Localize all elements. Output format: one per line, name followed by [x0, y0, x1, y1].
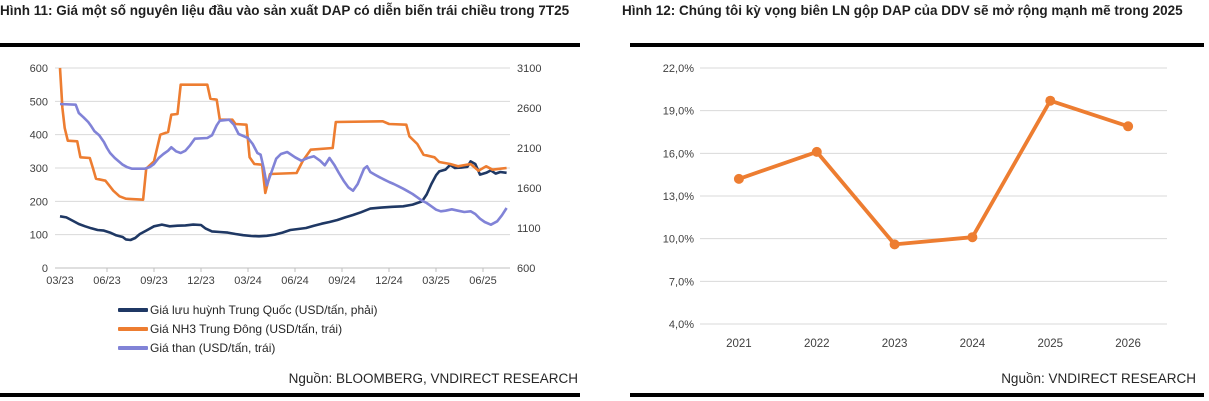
x-axis-tick-label: 03/23 [46, 275, 74, 287]
left-axis-tick-label: 200 [30, 196, 48, 208]
y-axis-tick-label: 22,0% [663, 63, 694, 75]
y-axis-tick-label: 19,0% [663, 106, 694, 118]
data-point-marker [889, 239, 900, 250]
left-axis-tick-label: 400 [30, 130, 48, 142]
y-axis-tick-label: 16,0% [663, 148, 694, 160]
figure-11-source: Nguồn: BLOOMBERG, VNDIRECT RESEARCH [288, 371, 578, 386]
data-point-marker [811, 146, 822, 157]
left-axis-tick-label: 0 [42, 263, 48, 275]
x-axis-tick-label: 03/24 [234, 275, 262, 287]
right-axis-tick-label: 2100 [517, 143, 541, 155]
data-point-marker [1123, 121, 1134, 132]
x-axis-tick-label: 09/23 [140, 275, 168, 287]
nh3-series-line [58, 67, 507, 201]
legend-label-sulfur: Giá lưu huỳnh Trung Quốc (USD/tấn, phải) [150, 303, 378, 317]
right-axis-tick-label: 3100 [517, 63, 541, 75]
dap-gross-margin-chart: 4,0% 7,0% 10,0% 13,0% 16,0% 19,0% 22,0% 2021 202… [663, 63, 1167, 350]
data-point-marker [1045, 95, 1056, 106]
x-axis-tick-label: 12/24 [375, 275, 403, 287]
figure-12-title-rule [630, 43, 1204, 47]
data-point-marker [733, 173, 744, 184]
x-axis-tick-label: 2026 [1115, 338, 1141, 350]
figure-12-bottom-rule [630, 393, 1204, 397]
x-axis-tick-label: 2024 [960, 338, 986, 350]
x-axis-tick-label: 2023 [882, 338, 908, 350]
x-axis-tick-label: 2021 [726, 338, 752, 350]
x-axis-tick-label: 09/24 [328, 275, 356, 287]
legend-label-nh3: Giá NH3 Trung Đông (USD/tấn, trái) [150, 322, 343, 336]
figure-11-legend: Giá lưu huỳnh Trung Quốc (USD/tấn, phải)… [118, 303, 377, 360]
figure-11-title-rule [0, 43, 580, 47]
left-axis-tick-label: 500 [30, 96, 48, 108]
figure-12-title: Hình 12: Chúng tôi kỳ vọng biên LN gộp D… [622, 3, 1183, 18]
legend-item-sulfur: Giá lưu huỳnh Trung Quốc (USD/tấn, phải) [118, 303, 377, 317]
y-axis-tick-label: 7,0% [669, 276, 694, 288]
data-point-marker [967, 232, 978, 243]
right-axis-tick-label: 1600 [517, 183, 541, 195]
input-materials-price-chart: 0 100 200 300 400 500 600 600 1100 1600 2100 2600 31… [30, 63, 542, 287]
figure-12-source: Nguồn: VNDIRECT RESEARCH [1001, 371, 1196, 386]
y-axis-tick-label: 4,0% [669, 319, 694, 331]
figure-11-bottom-rule [0, 393, 580, 397]
x-axis-tick-label: 03/25 [422, 275, 450, 287]
x-axis-tick-label: 06/23 [93, 275, 121, 287]
x-axis-tick-label: 12/23 [187, 275, 215, 287]
right-axis-tick-label: 1100 [517, 223, 541, 235]
coal-line-swatch [118, 346, 148, 350]
x-axis-tick-label: 06/24 [281, 275, 309, 287]
figure-11-title: Hình 11: Giá một số nguyên liệu đầu vào … [0, 3, 570, 18]
sulfur-line-swatch [118, 308, 148, 312]
legend-item-nh3: Giá NH3 Trung Đông (USD/tấn, trái) [118, 322, 377, 336]
left-axis-tick-label: 600 [30, 63, 48, 75]
coal-series-line [59, 102, 508, 226]
gross-margin-series-line [737, 98, 1131, 247]
legend-item-coal: Giá than (USD/tấn, trái) [118, 341, 377, 355]
y-axis-tick-label: 13,0% [663, 191, 694, 203]
left-axis-tick-label: 300 [30, 163, 48, 175]
x-axis-tick-label: 2022 [804, 338, 830, 350]
legend-label-coal: Giá than (USD/tấn, trái) [150, 341, 276, 355]
right-axis-tick-label: 2600 [517, 103, 541, 115]
x-axis-tick-label: 2025 [1037, 338, 1063, 350]
left-axis-tick-label: 100 [30, 230, 48, 242]
right-axis-tick-label: 600 [517, 263, 535, 275]
nh3-line-swatch [118, 327, 148, 331]
figure-12-panel: Hình 12: Chúng tôi kỳ vọng biên LN gộp D… [622, 0, 1204, 401]
figure-11-panel: Hình 11: Giá một số nguyên liệu đầu vào … [0, 0, 580, 401]
x-axis-tick-label: 06/25 [469, 275, 497, 287]
y-axis-tick-label: 10,0% [663, 234, 694, 246]
